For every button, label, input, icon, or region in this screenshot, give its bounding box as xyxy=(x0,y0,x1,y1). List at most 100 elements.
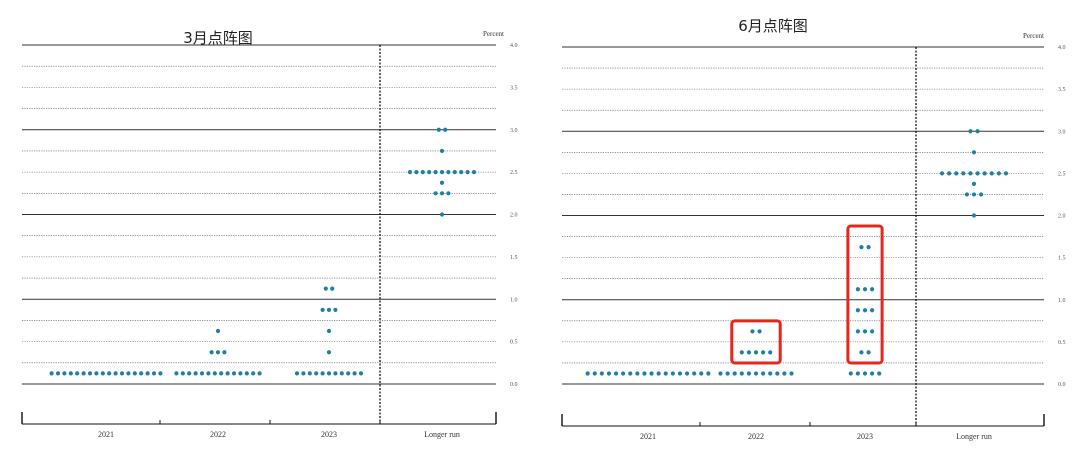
dot xyxy=(339,371,344,376)
x-tick-label: 2023 xyxy=(857,432,873,441)
dot xyxy=(206,371,211,376)
dot xyxy=(187,371,192,376)
dot xyxy=(326,371,332,376)
x-tick-label: 2022 xyxy=(748,432,764,441)
dot xyxy=(75,371,80,376)
dot xyxy=(326,307,332,312)
dot xyxy=(215,328,221,334)
dot xyxy=(1003,171,1009,176)
dot xyxy=(782,371,787,376)
dot xyxy=(436,127,441,132)
dot xyxy=(414,170,419,175)
march-dot-plot: 3月点阵图 Percent 4.0 3.5 3.0 2.5 2.0 1.5 1.0 0.5 0.… xyxy=(21,29,518,439)
y-tick-label: 0.0 xyxy=(510,382,518,388)
dot xyxy=(439,212,445,217)
dot xyxy=(87,371,93,376)
dot xyxy=(326,350,332,355)
unit-label: Percent xyxy=(1023,32,1044,40)
dot xyxy=(628,371,633,376)
dot xyxy=(599,371,604,376)
dot xyxy=(407,170,413,175)
dot xyxy=(346,371,351,376)
dot xyxy=(996,171,1001,176)
dot xyxy=(62,371,67,376)
y-tick-label: 2.5 xyxy=(1058,171,1066,177)
dot xyxy=(621,371,626,376)
dot xyxy=(107,371,112,376)
dot xyxy=(174,371,179,376)
y-tick-label: 2.0 xyxy=(1058,214,1066,220)
dot xyxy=(251,371,256,376)
dot xyxy=(670,371,675,376)
dot xyxy=(330,286,335,291)
dot xyxy=(989,171,994,176)
x-tick-label: Longer run xyxy=(424,430,460,439)
dot xyxy=(855,287,860,292)
dot xyxy=(870,329,875,334)
dot xyxy=(471,170,477,175)
dot xyxy=(725,371,730,376)
dot xyxy=(964,192,969,197)
dot xyxy=(427,170,432,175)
dot xyxy=(81,371,86,376)
dot xyxy=(677,371,683,376)
dot xyxy=(100,371,105,376)
x-tick-label: Longer run xyxy=(956,432,992,441)
chart-title: 3月点阵图 xyxy=(183,29,253,47)
dot xyxy=(215,350,221,355)
dot xyxy=(870,287,875,292)
dot xyxy=(982,171,987,176)
dot xyxy=(180,371,185,376)
x-tick-label: 2022 xyxy=(210,430,226,439)
dot xyxy=(219,371,224,376)
dot xyxy=(870,371,875,376)
dot xyxy=(757,329,762,334)
dot xyxy=(761,371,766,376)
dot xyxy=(761,350,766,355)
dot xyxy=(222,350,227,355)
dot xyxy=(126,371,131,376)
dot xyxy=(443,127,448,132)
dot xyxy=(158,371,163,376)
dot xyxy=(439,180,445,185)
chart-title: 6月点阵图 xyxy=(738,17,808,35)
y-tick-label: 4.0 xyxy=(510,43,518,49)
dot xyxy=(333,307,338,312)
y-tick-label: 3.5 xyxy=(510,85,518,91)
dot xyxy=(768,371,773,376)
highlight-box xyxy=(846,224,884,365)
dot xyxy=(49,371,54,376)
dot xyxy=(699,371,704,376)
dot xyxy=(320,307,325,312)
dot xyxy=(68,371,73,376)
dot xyxy=(732,371,737,376)
dot xyxy=(151,371,157,376)
y-tick-label: 3.5 xyxy=(1058,87,1066,93)
x-tick-label: 2023 xyxy=(321,430,337,439)
y-tick-label: 0.5 xyxy=(1058,340,1066,346)
dot xyxy=(439,170,445,175)
dot xyxy=(855,308,860,313)
dot xyxy=(439,191,445,196)
dot xyxy=(119,371,125,376)
dot xyxy=(231,371,237,376)
dot xyxy=(753,371,759,376)
dot xyxy=(859,350,864,355)
june-dot-plot: 6月点阵图 Percent 4.0 3.5 3.0 2.5 2.0 1.5 1.0 0.5 0.… xyxy=(561,17,1066,441)
dot xyxy=(358,371,364,376)
dot xyxy=(855,329,860,334)
highlight-box xyxy=(730,319,782,365)
y-tick-label: 0.0 xyxy=(1058,382,1066,388)
dot xyxy=(877,371,882,376)
dot xyxy=(947,171,952,176)
dot xyxy=(132,371,137,376)
dot xyxy=(333,371,338,376)
dot xyxy=(775,371,780,376)
y-tick-label: 3.0 xyxy=(1058,129,1066,135)
dot xyxy=(971,213,977,218)
x-tick-label: 2021 xyxy=(640,432,656,441)
dot xyxy=(314,371,319,376)
dot xyxy=(244,371,249,376)
dot xyxy=(323,286,328,291)
dot xyxy=(238,371,243,376)
